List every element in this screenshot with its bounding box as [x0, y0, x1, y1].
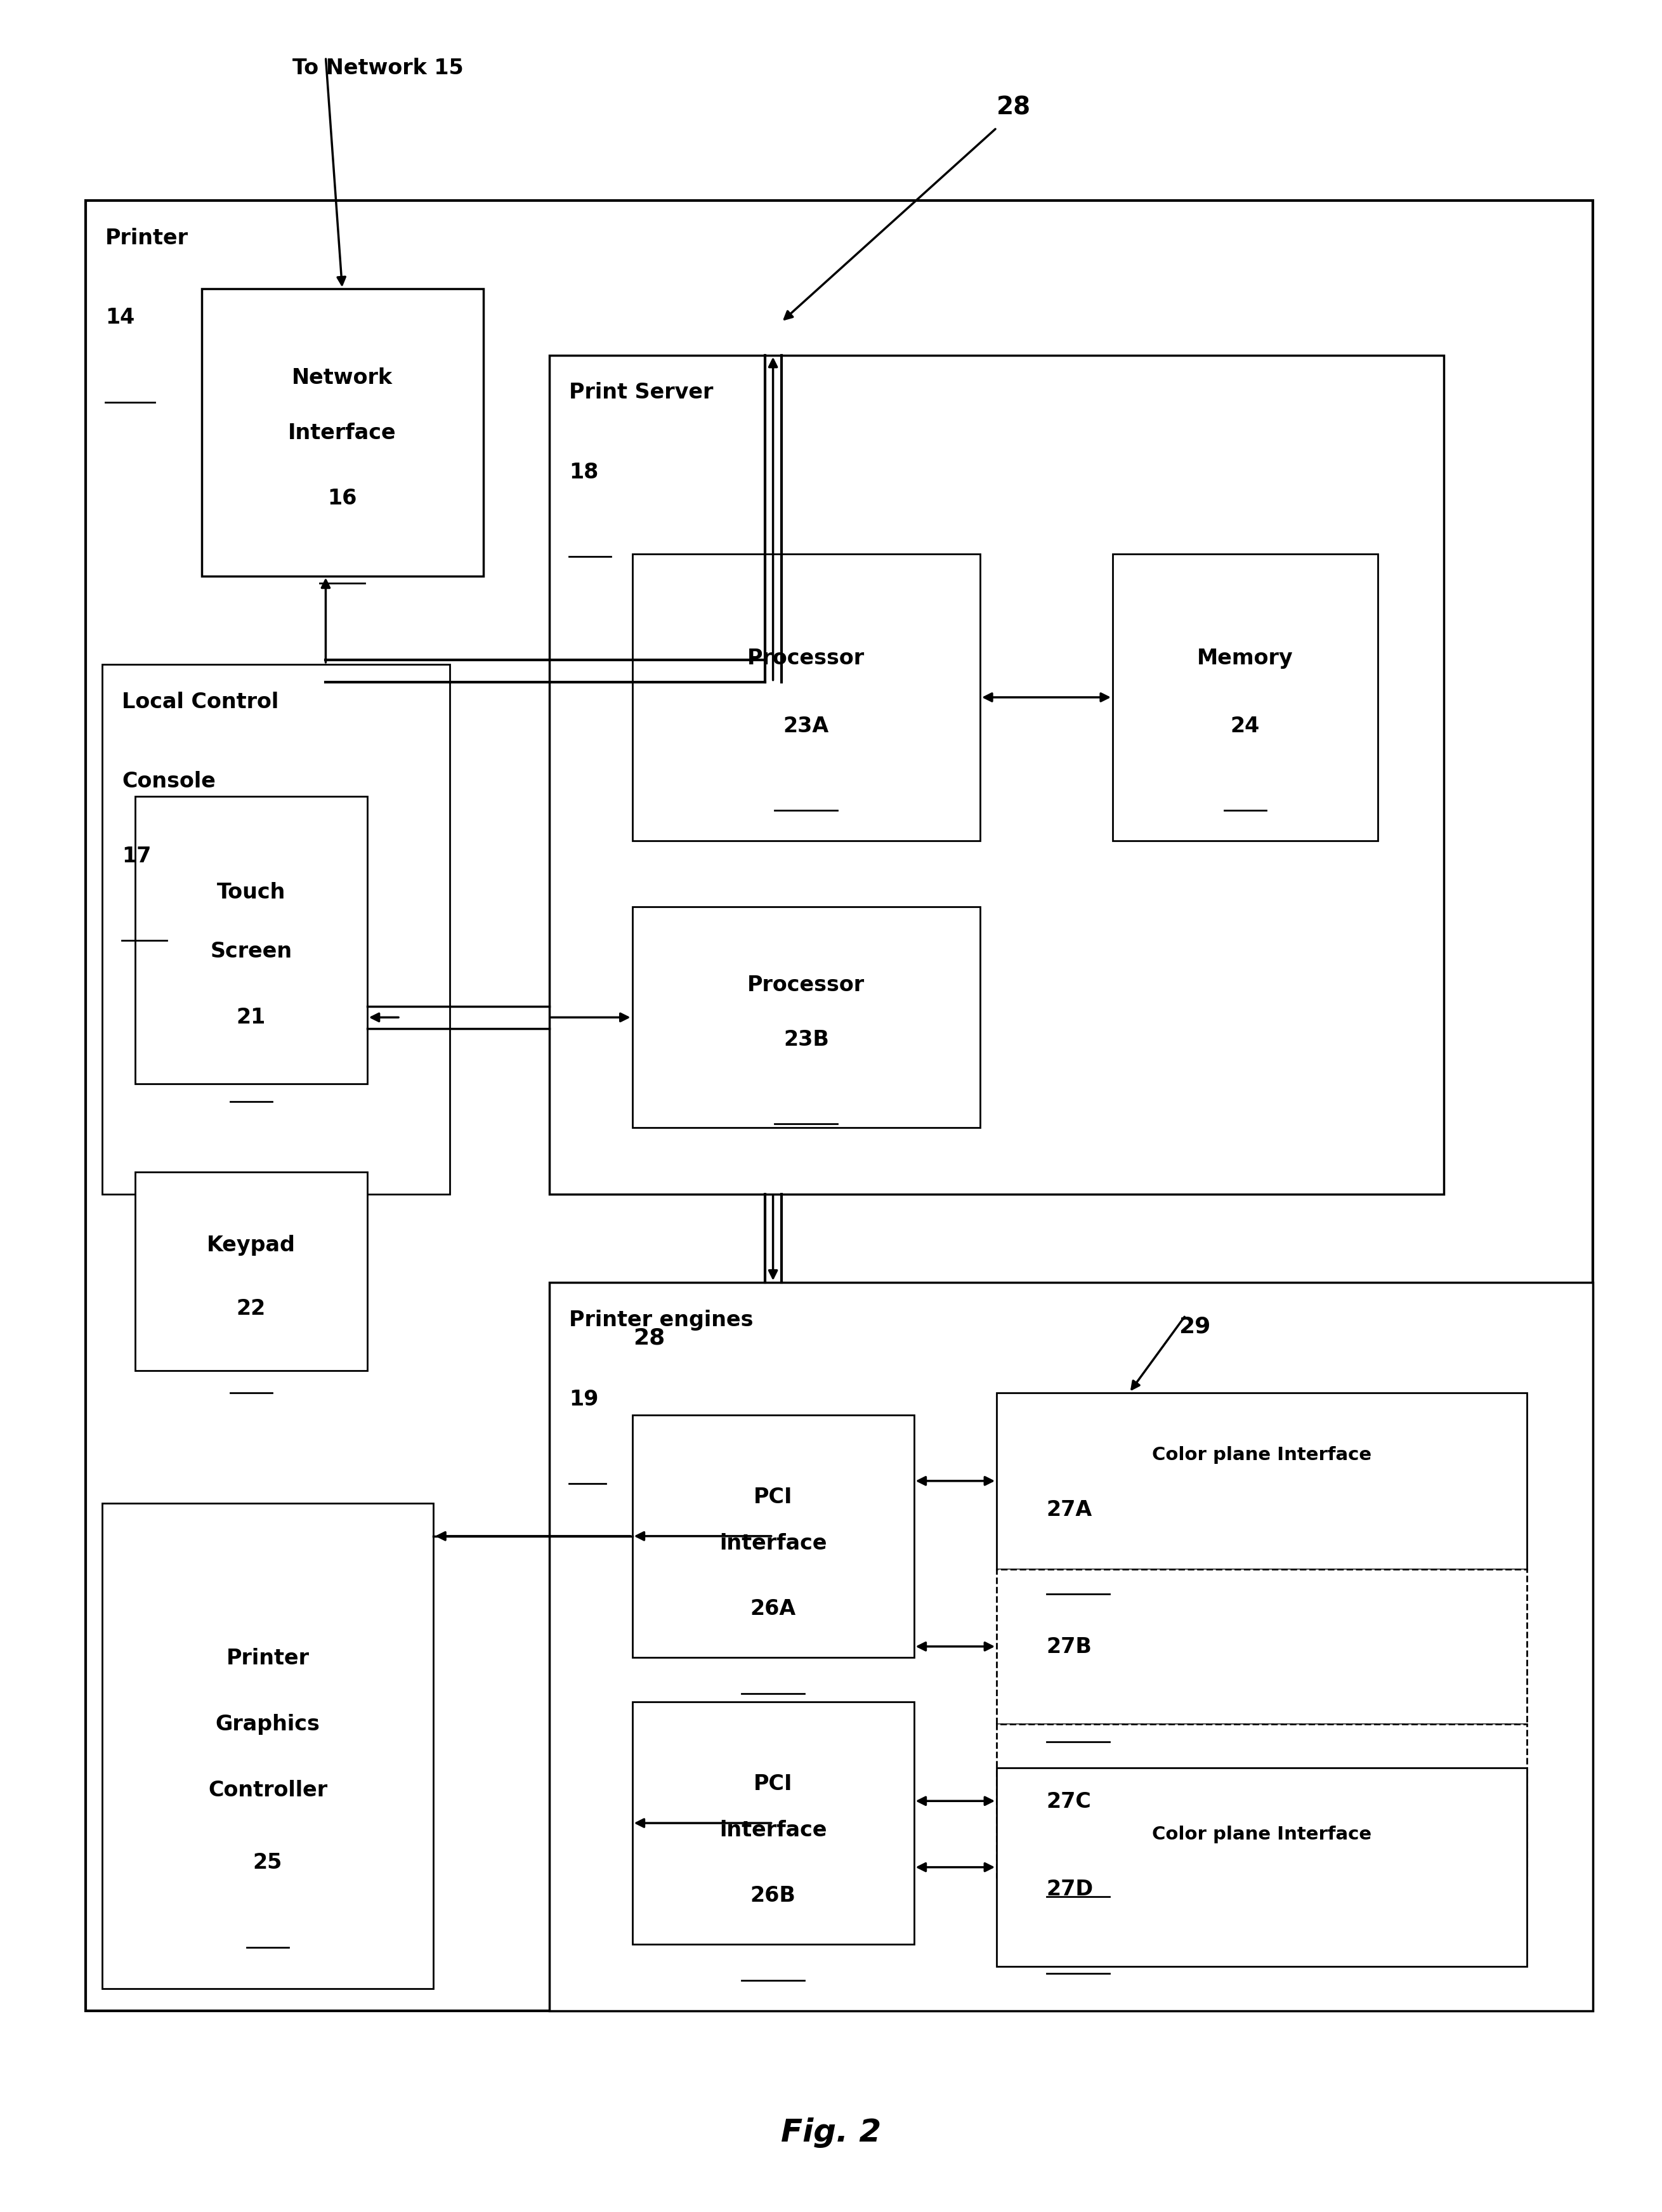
Text: Printer: Printer: [105, 228, 188, 248]
Text: 22: 22: [236, 1298, 266, 1318]
Text: 16: 16: [327, 489, 357, 509]
Text: Fig. 2: Fig. 2: [781, 2117, 881, 2148]
Text: Printer: Printer: [226, 1648, 309, 1668]
Text: 27C: 27C: [1047, 1792, 1092, 1812]
Bar: [201, 290, 484, 577]
Text: 23A: 23A: [783, 714, 829, 737]
Text: 28: 28: [633, 1327, 665, 1349]
Bar: [632, 907, 981, 1128]
Text: Console: Console: [121, 770, 216, 792]
Bar: [632, 1416, 914, 1657]
Text: 26B: 26B: [750, 1885, 796, 1907]
Text: Keypad: Keypad: [206, 1234, 296, 1256]
Text: 28: 28: [997, 95, 1030, 119]
Bar: [1112, 555, 1378, 841]
Text: Controller: Controller: [208, 1781, 327, 1801]
Text: 19: 19: [570, 1389, 598, 1409]
Bar: [135, 1172, 367, 1371]
Bar: [997, 1767, 1527, 1966]
Bar: [101, 1504, 434, 1989]
Text: Touch: Touch: [216, 880, 286, 902]
Text: 23B: 23B: [783, 1029, 829, 1051]
Text: PCI: PCI: [753, 1774, 793, 1794]
Text: 17: 17: [121, 845, 151, 867]
Text: 26A: 26A: [750, 1597, 796, 1619]
Bar: [101, 664, 450, 1194]
Text: Graphics: Graphics: [216, 1714, 321, 1734]
Text: Local Control: Local Control: [121, 690, 279, 712]
Text: Screen: Screen: [209, 940, 293, 962]
Text: Interface: Interface: [288, 422, 397, 442]
Text: 25: 25: [253, 1851, 283, 1874]
Text: Network: Network: [293, 367, 392, 389]
Text: To Network 15: To Network 15: [293, 58, 464, 80]
Bar: [85, 201, 1594, 2011]
Text: 27D: 27D: [1047, 1878, 1094, 1900]
Text: 29: 29: [1178, 1316, 1212, 1338]
Text: 14: 14: [105, 307, 135, 327]
Bar: [550, 356, 1444, 1194]
Bar: [997, 1723, 1527, 1878]
Text: Color plane Interface: Color plane Interface: [1152, 1825, 1371, 1843]
Text: Print Server: Print Server: [570, 383, 713, 403]
Text: 18: 18: [570, 462, 598, 482]
Bar: [135, 796, 367, 1084]
Text: Processor: Processor: [748, 648, 864, 668]
Bar: [632, 1701, 914, 1944]
Text: 27B: 27B: [1047, 1637, 1092, 1657]
Bar: [632, 555, 981, 841]
Text: PCI: PCI: [753, 1486, 793, 1506]
Bar: [550, 1283, 1594, 2011]
Text: Color plane Interface: Color plane Interface: [1152, 1447, 1371, 1464]
Text: Printer engines: Printer engines: [570, 1310, 753, 1329]
Text: Processor: Processor: [748, 973, 864, 995]
Text: 21: 21: [236, 1006, 266, 1029]
Text: 27A: 27A: [1047, 1500, 1092, 1520]
Text: 24: 24: [1230, 714, 1260, 737]
Text: Memory: Memory: [1197, 648, 1293, 668]
Bar: [997, 1568, 1527, 1723]
Text: interface: interface: [720, 1533, 826, 1553]
Text: interface: interface: [720, 1818, 826, 1840]
Bar: [997, 1394, 1527, 1568]
